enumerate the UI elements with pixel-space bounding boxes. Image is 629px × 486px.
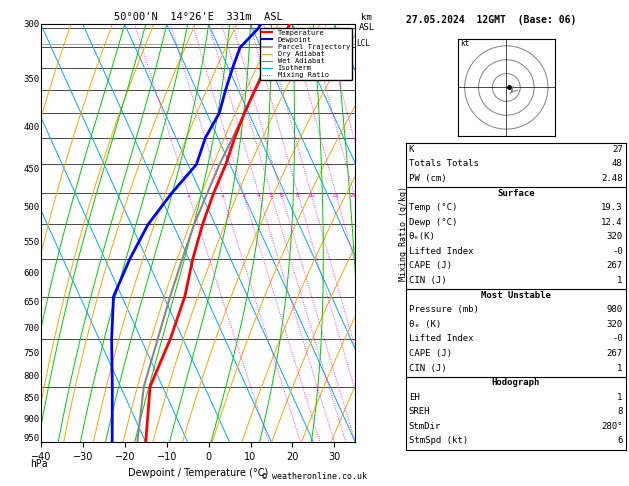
Text: 8: 8 bbox=[296, 193, 299, 198]
Legend: Temperature, Dewpoint, Parcel Trajectory, Dry Adiabat, Wet Adiabat, Isotherm, Mi: Temperature, Dewpoint, Parcel Trajectory… bbox=[260, 28, 352, 80]
Text: 12.4: 12.4 bbox=[601, 218, 623, 227]
Text: 900: 900 bbox=[23, 415, 39, 424]
Text: 500: 500 bbox=[23, 203, 39, 212]
Text: 10: 10 bbox=[307, 193, 315, 198]
Text: Mixing Ratio (g/kg): Mixing Ratio (g/kg) bbox=[399, 186, 408, 281]
Text: 280°: 280° bbox=[601, 422, 623, 431]
Text: θₑ(K): θₑ(K) bbox=[409, 232, 436, 242]
Text: 650: 650 bbox=[23, 297, 39, 307]
Text: Dewp (°C): Dewp (°C) bbox=[409, 218, 457, 227]
Text: 750: 750 bbox=[23, 349, 39, 358]
Text: hPa: hPa bbox=[30, 459, 48, 469]
Text: LCL: LCL bbox=[356, 39, 370, 48]
Text: 550: 550 bbox=[23, 238, 39, 246]
Text: -0: -0 bbox=[612, 247, 623, 256]
Text: Lifted Index: Lifted Index bbox=[409, 247, 474, 256]
Text: K: K bbox=[409, 145, 415, 154]
Text: 950: 950 bbox=[23, 434, 39, 443]
Text: Temp (°C): Temp (°C) bbox=[409, 203, 457, 212]
Text: 1: 1 bbox=[186, 193, 190, 198]
Text: 320: 320 bbox=[606, 232, 623, 242]
Text: 800: 800 bbox=[23, 372, 39, 381]
Text: 3: 3 bbox=[241, 193, 245, 198]
Text: 350: 350 bbox=[23, 75, 39, 84]
Text: 2.48: 2.48 bbox=[601, 174, 623, 183]
Text: 4: 4 bbox=[257, 193, 260, 198]
Text: 27.05.2024  12GMT  (Base: 06): 27.05.2024 12GMT (Base: 06) bbox=[406, 15, 576, 25]
Text: 1: 1 bbox=[617, 276, 623, 285]
Text: CIN (J): CIN (J) bbox=[409, 364, 447, 373]
Text: CIN (J): CIN (J) bbox=[409, 276, 447, 285]
Text: 2: 2 bbox=[220, 193, 224, 198]
Text: 700: 700 bbox=[23, 324, 39, 333]
Text: PW (cm): PW (cm) bbox=[409, 174, 447, 183]
Text: 15: 15 bbox=[332, 193, 340, 198]
Text: CAPE (J): CAPE (J) bbox=[409, 261, 452, 271]
Text: km: km bbox=[361, 13, 372, 22]
Text: Lifted Index: Lifted Index bbox=[409, 334, 474, 344]
Text: Totals Totals: Totals Totals bbox=[409, 159, 479, 169]
Text: © weatheronline.co.uk: © weatheronline.co.uk bbox=[262, 472, 367, 481]
Text: 267: 267 bbox=[606, 261, 623, 271]
Text: 300: 300 bbox=[23, 20, 39, 29]
Text: 27: 27 bbox=[612, 145, 623, 154]
Text: Surface: Surface bbox=[497, 189, 535, 198]
Text: Most Unstable: Most Unstable bbox=[481, 291, 551, 300]
Text: 19.3: 19.3 bbox=[601, 203, 623, 212]
Text: 1: 1 bbox=[617, 393, 623, 402]
Text: SREH: SREH bbox=[409, 407, 430, 417]
Text: EH: EH bbox=[409, 393, 420, 402]
Text: θₑ (K): θₑ (K) bbox=[409, 320, 441, 329]
Text: 6: 6 bbox=[617, 436, 623, 446]
Text: 320: 320 bbox=[606, 320, 623, 329]
Text: CAPE (J): CAPE (J) bbox=[409, 349, 452, 358]
Text: 1: 1 bbox=[617, 364, 623, 373]
Text: StmDir: StmDir bbox=[409, 422, 441, 431]
Text: 267: 267 bbox=[606, 349, 623, 358]
Text: 980: 980 bbox=[606, 305, 623, 314]
Text: -0: -0 bbox=[612, 334, 623, 344]
Text: 400: 400 bbox=[23, 123, 39, 132]
Text: 8: 8 bbox=[617, 407, 623, 417]
Text: StmSpd (kt): StmSpd (kt) bbox=[409, 436, 468, 446]
Text: 6: 6 bbox=[279, 193, 283, 198]
Text: 48: 48 bbox=[612, 159, 623, 169]
Text: 5: 5 bbox=[269, 193, 273, 198]
Text: 850: 850 bbox=[23, 394, 39, 403]
Text: 600: 600 bbox=[23, 269, 39, 278]
Text: 450: 450 bbox=[23, 166, 39, 174]
Title: 50°00'N  14°26'E  331m  ASL: 50°00'N 14°26'E 331m ASL bbox=[114, 12, 282, 22]
X-axis label: Dewpoint / Temperature (°C): Dewpoint / Temperature (°C) bbox=[128, 468, 268, 478]
Text: 20: 20 bbox=[350, 193, 358, 198]
Text: ASL: ASL bbox=[359, 22, 375, 32]
Text: Pressure (mb): Pressure (mb) bbox=[409, 305, 479, 314]
Text: Hodograph: Hodograph bbox=[492, 378, 540, 387]
Text: kt: kt bbox=[460, 39, 470, 48]
